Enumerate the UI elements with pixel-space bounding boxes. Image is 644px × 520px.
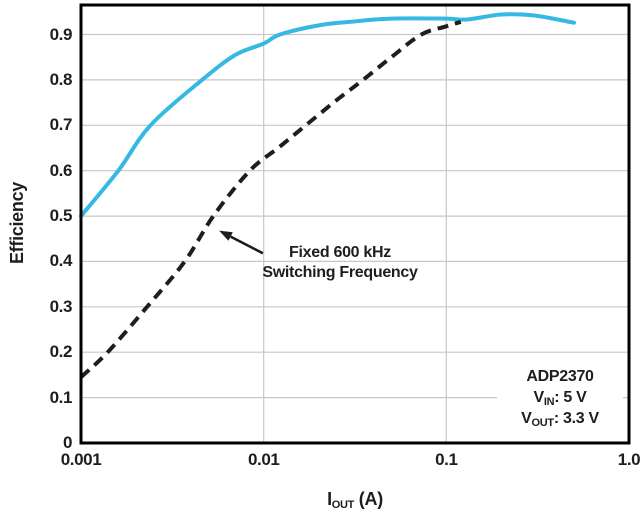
y-tick-label-0.2: 0.2 — [49, 342, 73, 362]
vout-line: VOUT: 3.3 V — [521, 410, 599, 429]
x-tick-label-0.001: 0.001 — [60, 450, 102, 469]
x-tick-label-0.1: 0.1 — [435, 450, 458, 469]
y-tick-label-0.6: 0.6 — [49, 160, 73, 180]
y-tick-label-0.5: 0.5 — [49, 206, 73, 226]
y-tick-label-0.7: 0.7 — [49, 115, 73, 135]
y-tick-label-0.4: 0.4 — [49, 251, 73, 271]
y-tick-label-0.9: 0.9 — [49, 24, 73, 44]
x-tick-label-0.01: 0.01 — [247, 450, 280, 469]
x-axis-title: IOUT (A) — [81, 489, 629, 511]
annotation-line2: Switching Frequency — [262, 264, 418, 281]
x-tick-label-1.0: 1.0 — [617, 450, 641, 469]
annotation-text: Fixed 600 kHz Switching Frequency — [230, 243, 450, 283]
x-axis-title-subscript: OUT — [331, 499, 355, 511]
y-tick-label-0.3: 0.3 — [49, 296, 73, 316]
device-info: ADP2370 VIN: 5 V VOUT: 3.3 V — [497, 366, 623, 429]
y-tick-label-0: 0 — [62, 433, 72, 452]
annotation-line1: Fixed 600 kHz — [289, 244, 391, 261]
vin-line: VIN: 5 V — [533, 389, 587, 408]
y-tick-label-0.1: 0.1 — [49, 387, 73, 407]
y-tick-label-0.8: 0.8 — [49, 69, 73, 89]
x-axis-title-unit: (A) — [354, 489, 383, 509]
part-number: ADP2370 — [526, 368, 594, 385]
x-axis-title-main: I — [327, 489, 332, 509]
